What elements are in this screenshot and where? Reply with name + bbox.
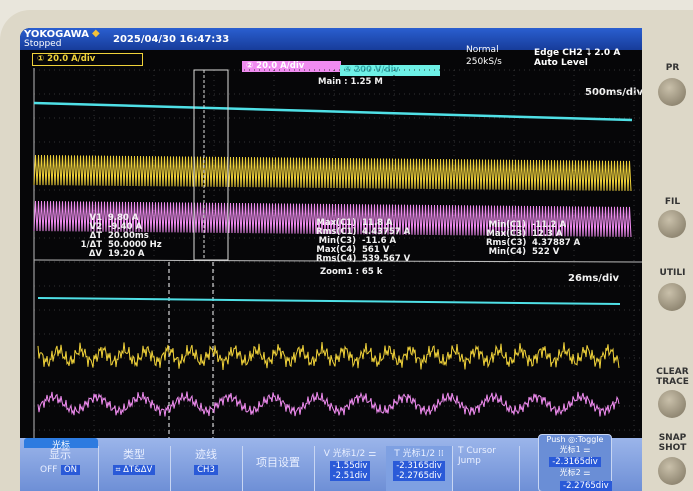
waveform-area (33, 68, 642, 438)
trigger-setting: Edge CH2 ⮧ 2.0 A (534, 48, 621, 58)
print-button[interactable] (658, 78, 686, 106)
measure-row: ΔT 20.00ms (89, 231, 149, 241)
softkey-label: V 光标1/2 ⚌ (323, 449, 377, 459)
measure-row: Rms(C4) 539.567 V (316, 254, 411, 264)
cursor1-label: 光标1 ⚌ (559, 445, 591, 454)
toggle-hint: Push ◎:Toggle (546, 435, 604, 444)
zoom-divider (33, 259, 642, 263)
main-ch1-trace (33, 154, 632, 191)
softkey-trace[interactable]: 迹线 CH3 (170, 446, 243, 491)
softkey-label: T Cursor (458, 446, 496, 456)
softkey-cursor-jump[interactable]: T Cursor Jump (452, 446, 520, 491)
measure-row: Max(C1) 11.8 A (316, 218, 393, 228)
cursor2-value: -2.2765div (560, 481, 612, 491)
oscilloscope-screen: YOKOGAWA ◆ Stopped 2025/04/30 16:47:33 N… (20, 28, 642, 491)
datetime: 2025/04/30 16:47:33 (113, 34, 230, 45)
snapshot-label: SNAP SHOT (658, 433, 687, 453)
cursor1-value: -2.3165div (549, 457, 601, 467)
menu-tab-cursor[interactable]: 光标 (24, 438, 98, 451)
softkey-menu: 光标 显示 OFF ON 类型 ⌗ ΔT&ΔV 迹线 CH3 项目设置 V 光标1/2… (20, 434, 642, 491)
zoom-record-length: Zoom1 : 65 k (320, 267, 383, 277)
main-timebase: 500ms/div (585, 87, 642, 98)
softkey-label-2: Jump (458, 456, 481, 466)
measure-row: Rms(C3) 4.37887 A (486, 238, 581, 248)
file-button[interactable] (658, 210, 686, 238)
softkey-label: 类型 (123, 448, 145, 461)
zoom-ch1-trace (37, 342, 620, 370)
measure-row: V1 9.80 A (89, 213, 139, 223)
softkey-label: T 光标1/2 ⁞⁞ (394, 449, 444, 459)
main-record-length: Main : 1.25 M (318, 77, 383, 87)
measure-row: Min(C1) -11.2 A (488, 220, 567, 230)
utility-button[interactable] (658, 283, 686, 311)
v-cursor-1: -1.55div (329, 461, 371, 471)
zoom-timebase: 26ms/div (568, 273, 620, 284)
softkey-type[interactable]: 类型 ⌗ ΔT&ΔV (98, 446, 171, 491)
measure-row: ΔV 19.20 A (88, 249, 145, 259)
softkey-t-cursor[interactable]: T 光标1/2 ⁞⁞ -2.3165div -2.2765div (386, 446, 453, 491)
diamond-icon: ◆ (92, 28, 100, 39)
v-cursor-2: -2.51div (329, 471, 371, 481)
measure-right: Min(C1) -11.2 A Max(C3) 12.3 A Rms(C3) 4.3788… (486, 221, 580, 257)
softkey-label: 迹线 (195, 448, 217, 461)
clear-trace-label: CLEAR TRACE (656, 367, 689, 387)
main-ch3-trace (33, 200, 632, 237)
trigger-level: Auto Level (534, 58, 588, 68)
cursor2-label: 光标2 ⚌ (559, 468, 591, 477)
sample-rate: 250kS/s (466, 57, 502, 67)
cursor-readout: V1 9.80 A V2 -9.40 A ΔT 20.00ms 1/ΔT 50.0000 Hz… (72, 214, 162, 259)
type-value: ⌗ ΔT&ΔV (112, 465, 156, 475)
ch1-scale[interactable]: ① 20.0 A/div (32, 53, 143, 66)
utility-label: UTILI (659, 268, 686, 278)
status-header: YOKOGAWA ◆ Stopped 2025/04/30 16:47:33 N… (20, 28, 642, 58)
softkey-label: 显示 (49, 448, 71, 461)
softkey-v-cursor[interactable]: V 光标1/2 ⚌ -1.55div -2.51div (314, 446, 387, 491)
on-option: ON (60, 465, 80, 475)
trace-value: CH3 (194, 465, 218, 475)
acq-status: Stopped (24, 39, 62, 49)
off-option: OFF (40, 465, 58, 475)
measure-row: Max(C4) 561 V (316, 245, 390, 255)
softkey-items-setup[interactable]: 项目设置 (242, 446, 315, 491)
measure-row: V2 -9.40 A (89, 222, 143, 232)
zoom-ch4-trace (37, 297, 621, 305)
measure-row: Min(C3) -11.6 A (318, 236, 397, 246)
file-label: FIL (664, 197, 681, 207)
softkey-display[interactable]: 显示 OFF ON (22, 446, 99, 491)
ch2-scale[interactable]: ② 20.0 A/div (242, 61, 341, 72)
zoom-window-box (193, 69, 229, 261)
brand-logo: YOKOGAWA (24, 29, 90, 40)
measure-row: Rms(C1) 4.43757 A (316, 227, 411, 237)
print-label: PR (665, 63, 680, 73)
measure-row: 1/ΔT 50.0000 Hz (80, 240, 162, 250)
zoom-ch3-trace (37, 391, 620, 417)
measure-left: Max(C1) 11.8 A Rms(C1) 4.43757 A Min(C3) -11.… (316, 219, 410, 264)
measure-row: Max(C3) 12.3 A (486, 229, 563, 239)
clear-trace-button[interactable] (658, 390, 686, 418)
snapshot-button[interactable] (658, 457, 686, 485)
t-cursor-2-value: -2.2765div (393, 471, 445, 481)
acq-mode: Normal (466, 45, 499, 55)
t-cursor-1-value: -2.3165div (393, 461, 445, 471)
softkey-label: 项目设置 (256, 456, 300, 469)
measure-row: Min(C4) 522 V (488, 247, 560, 257)
main-ch4-trace (33, 101, 633, 122)
